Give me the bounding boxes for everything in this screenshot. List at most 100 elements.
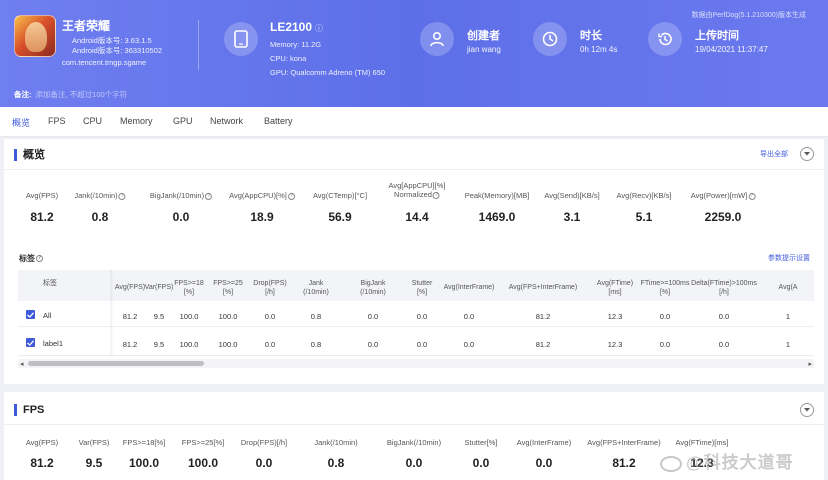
table-cell: 12.3 (607, 312, 623, 321)
metric-label-text: Peak(Memory)[MB] (464, 191, 530, 200)
column-header-text: [%] (659, 289, 671, 296)
row-name-label1: label1 (43, 339, 64, 348)
package-name: com.tencent.tmgp.sgame (62, 58, 147, 67)
column-header-text: Avg(A (778, 284, 798, 291)
tab-overview[interactable]: 概览 (12, 118, 31, 128)
row-divider (18, 355, 814, 356)
metric-value: 0.8 (91, 210, 109, 224)
table-cell: 0.0 (367, 340, 379, 349)
help-icon[interactable]: ? (118, 192, 126, 200)
column-header: FTime>=100ms [%] (641, 279, 690, 297)
metric-label: FPS>=18[%] (122, 438, 166, 447)
tab-network[interactable]: Network (210, 116, 244, 126)
table-horizontal-scrollbar[interactable]: ◂ ▸ (18, 359, 814, 368)
metric-value: 5.1 (635, 210, 653, 224)
game-app-icon (14, 15, 56, 57)
scroll-left-icon[interactable]: ◂ (20, 361, 24, 368)
clock-icon (533, 22, 567, 56)
chevron-down-icon (804, 152, 810, 156)
fps-collapse-button[interactable] (800, 403, 814, 417)
column-header-text: (/10min) (360, 289, 386, 296)
device-gpu: GPU: Qualcomm Adreno (TM) 650 (270, 68, 386, 77)
table-cell: 100.0 (218, 340, 238, 349)
remark-label: 备注: (14, 90, 32, 99)
metric-label: Avg(AppCPU)[%]? (229, 191, 295, 200)
column-header-text: [%] (416, 289, 428, 296)
help-icon[interactable]: ? (205, 192, 213, 200)
table-cell: 0.0 (416, 312, 428, 321)
overview-title: 概览 (14, 149, 45, 161)
android-version: Android版本号: 3.63.1.5 (72, 36, 152, 45)
metric-value: 14.4 (405, 210, 429, 224)
duration-value: 0h 12m 4s (580, 45, 618, 54)
metric-label: Avg[AppCPU][%] Normalized? (389, 181, 446, 199)
checkbox-label1[interactable] (26, 338, 35, 347)
metric-label-text: Avg(AppCPU)[%] (229, 191, 287, 200)
metric-label: Avg(Send)[KB/s] (544, 191, 599, 200)
tab-fps[interactable]: FPS (48, 116, 66, 126)
chevron-down-icon (804, 408, 810, 412)
creator-label: 创建者 (467, 30, 500, 42)
table-cell: 0.0 (264, 340, 276, 349)
tab-battery[interactable]: Battery (264, 116, 293, 126)
column-header: Var(FPS) (145, 283, 174, 292)
metric-label: Avg(InterFrame) (516, 438, 572, 447)
device-cpu: CPU: kona (270, 54, 307, 63)
column-header-text: FPS>=25 (213, 280, 243, 287)
remark-field[interactable]: 备注: 添加备注, 不超过100个字符 (14, 89, 127, 100)
table-cell: 12.3 (607, 340, 623, 349)
column-header-text: Stutter (411, 280, 433, 287)
column-header-text: [ms] (608, 289, 622, 296)
metric-label: Stutter[%] (464, 438, 498, 447)
metric-value: 0.0 (255, 456, 273, 470)
column-header: Avg(InterFrame) (444, 283, 495, 292)
column-header-text: Avg(InterFrame) (443, 284, 495, 291)
metric-value: 9.5 (85, 456, 103, 470)
scroll-thumb[interactable] (28, 361, 204, 366)
metric-value: 56.9 (328, 210, 352, 224)
table-cell: 81.2 (122, 340, 138, 349)
overview-divider (4, 169, 824, 170)
metric-value: 0.8 (327, 456, 345, 470)
table-cell: 100.0 (179, 312, 199, 321)
table-header (18, 270, 814, 301)
metric-value: 0.0 (472, 456, 490, 470)
metric-label: Avg(FTime)[ms] (675, 438, 729, 447)
table-cell: 0.0 (659, 312, 671, 321)
overview-collapse-button[interactable] (800, 147, 814, 161)
metric-label: Avg(FPS) (25, 438, 59, 447)
help-icon[interactable]: ? (287, 192, 295, 200)
table-cell: 1 (785, 340, 791, 349)
phone-icon (224, 22, 258, 56)
metric-label-text: Avg(Recv)[KB/s] (616, 191, 672, 200)
tab-cpu[interactable]: CPU (83, 116, 103, 126)
remark-placeholder[interactable]: 添加备注, 不超过100个字符 (35, 90, 128, 99)
column-header: Avg(FPS) (115, 283, 145, 292)
checkbox-all[interactable] (26, 310, 35, 319)
metric-label-text-2: Normalized (394, 190, 432, 199)
metric-value: 81.2 (30, 456, 54, 470)
device-info-icon[interactable]: ⓘ (315, 24, 324, 33)
device-name: LE2100 ⓘ (270, 20, 323, 34)
export-all-link[interactable]: 导出全部 (760, 151, 788, 158)
metric-label: Avg(FPS+InterFrame) (587, 438, 661, 447)
param-settings-link[interactable]: 参数提示设置 (768, 255, 810, 262)
weibo-logo-icon (660, 455, 682, 472)
device-memory: Memory: 11.2G (270, 40, 322, 49)
metric-label: FPS>=25[%] (181, 438, 225, 447)
metric-label-text: Avg[AppCPU][%] (388, 181, 446, 190)
game-name: 王者荣耀 (62, 19, 111, 33)
column-header: Avg(FTime) [ms] (597, 279, 633, 297)
check-icon (27, 339, 34, 346)
table-cell: 81.2 (122, 312, 138, 321)
help-icon[interactable]: ? (36, 255, 43, 263)
column-header-text: Delta(FTime)>100ms (691, 280, 757, 287)
tab-memory[interactable]: Memory (120, 116, 153, 126)
metric-label: Avg(Power)[mW]? (691, 191, 756, 200)
scroll-right-icon[interactable]: ▸ (808, 361, 812, 368)
column-header: Jank (/10min) (303, 279, 329, 297)
header-divider (198, 20, 199, 70)
help-icon[interactable]: ? (748, 192, 756, 200)
tab-gpu[interactable]: GPU (173, 116, 193, 126)
help-icon[interactable]: ? (432, 191, 440, 199)
